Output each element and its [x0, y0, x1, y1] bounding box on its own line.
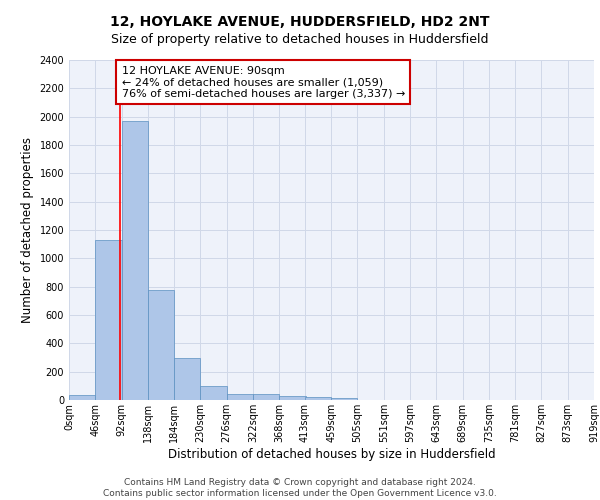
Y-axis label: Number of detached properties: Number of detached properties [21, 137, 34, 323]
Bar [69, 395, 95, 400]
Bar [122, 121, 148, 400]
Text: Contains HM Land Registry data © Crown copyright and database right 2024.
Contai: Contains HM Land Registry data © Crown c… [103, 478, 497, 498]
Bar [95, 240, 122, 400]
Bar [279, 396, 305, 400]
Bar [227, 394, 253, 400]
Bar [331, 398, 358, 400]
Bar [200, 386, 227, 400]
Text: Size of property relative to detached houses in Huddersfield: Size of property relative to detached ho… [111, 32, 489, 46]
Bar [148, 290, 174, 400]
X-axis label: Distribution of detached houses by size in Huddersfield: Distribution of detached houses by size … [167, 448, 496, 460]
Bar [305, 397, 331, 400]
Bar [174, 358, 200, 400]
Text: 12, HOYLAKE AVENUE, HUDDERSFIELD, HD2 2NT: 12, HOYLAKE AVENUE, HUDDERSFIELD, HD2 2N… [110, 15, 490, 29]
Bar [253, 394, 279, 400]
Text: 12 HOYLAKE AVENUE: 90sqm
← 24% of detached houses are smaller (1,059)
76% of sem: 12 HOYLAKE AVENUE: 90sqm ← 24% of detach… [122, 66, 405, 99]
